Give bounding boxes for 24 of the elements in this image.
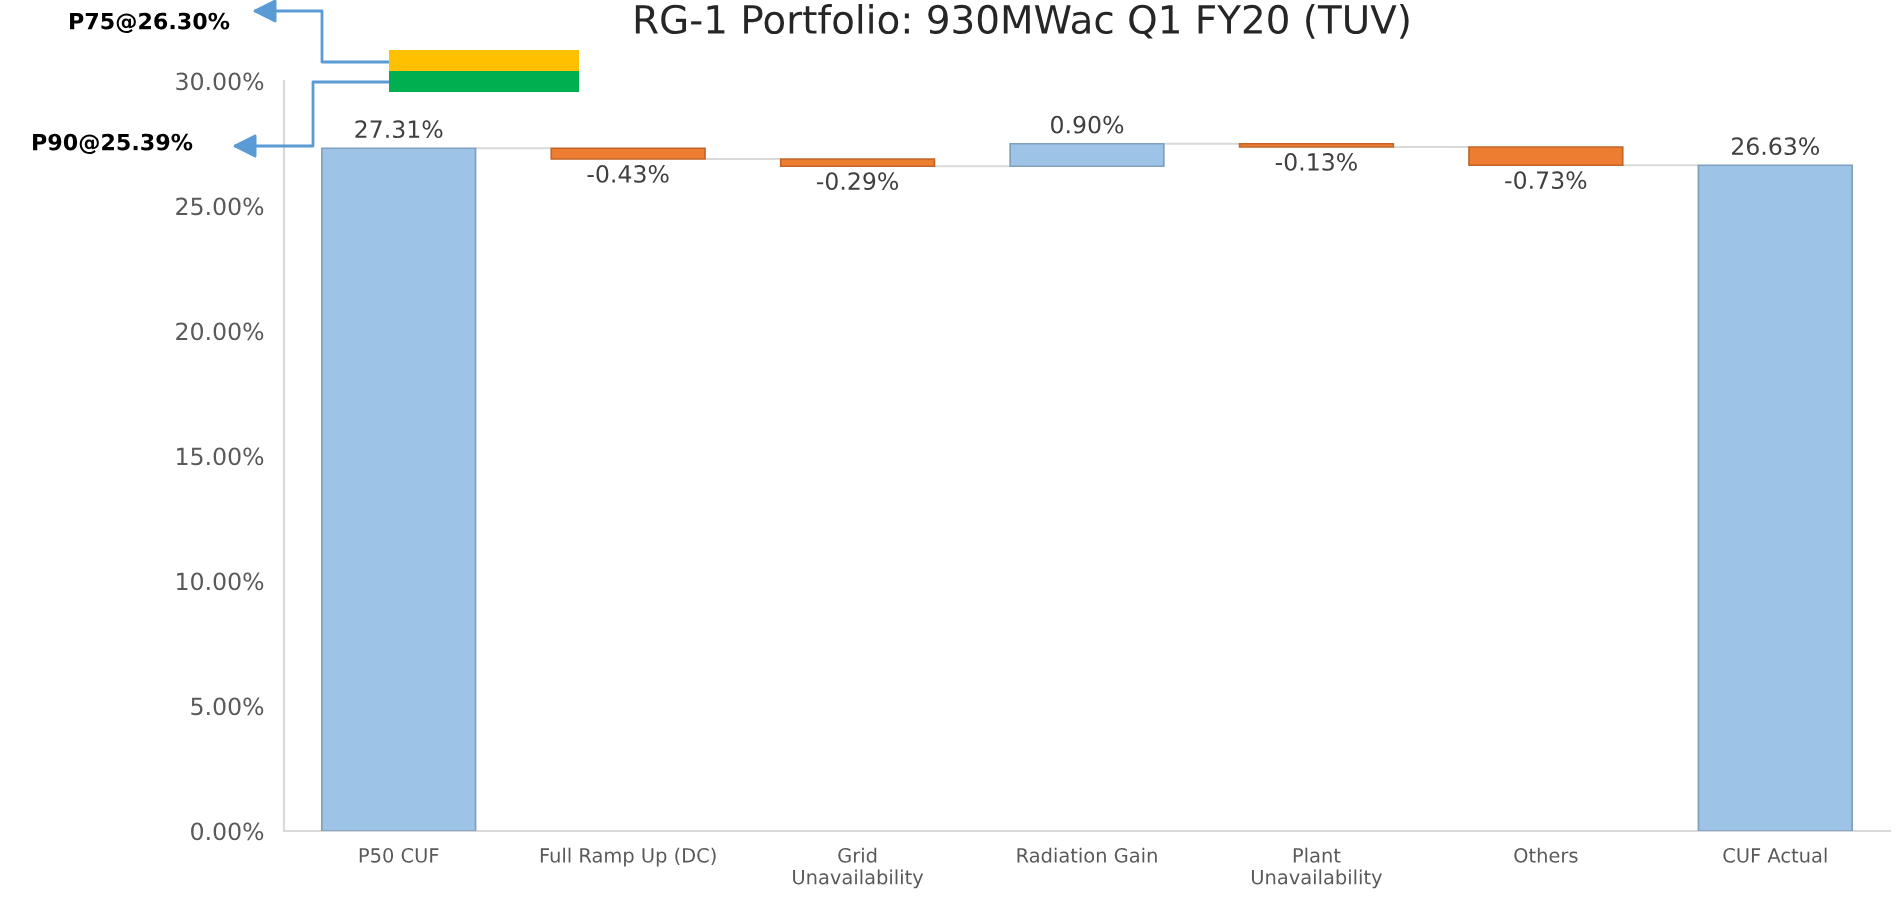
y-tick-label: 20.00%	[176, 322, 264, 341]
chart-title: RG-1 Portfolio: 930MWac Q1 FY20 (TUV)	[635, 4, 1409, 39]
data-label: -0.43%	[587, 164, 669, 183]
data-label: 27.31%	[355, 120, 443, 139]
y-tick-label: 15.00%	[177, 447, 264, 466]
x-tick-label: Others	[1514, 847, 1578, 863]
x-tick-label: Full Ramp Up (DC)	[540, 847, 716, 867]
y-tick-label: 30.00%	[176, 72, 264, 91]
x-tick-label: P50 CUF	[359, 848, 439, 863]
y-tick-label: 5.00%	[191, 697, 264, 716]
x-tick-label: Grid Unavailability	[793, 847, 924, 889]
data-label: -0.73%	[1505, 171, 1587, 190]
y-tick-label: 25.00%	[176, 197, 264, 216]
x-tick-label: Plant Unavailability	[1251, 847, 1382, 889]
text: P90@25.39%	[33, 133, 193, 154]
y-tick-label: 0.00%	[191, 822, 264, 841]
text: P75@26.30%	[70, 12, 230, 33]
data-label: -0.13%	[1275, 152, 1357, 171]
data-label: -0.29%	[816, 172, 899, 191]
data-label: 26.63%	[1732, 137, 1819, 156]
y-tick-label: 10.00%	[177, 572, 264, 591]
x-tick-label: CUF Actual	[1723, 847, 1827, 863]
data-label: 0.90%	[1051, 115, 1124, 134]
x-tick-label: Radiation Gain	[1017, 847, 1157, 863]
